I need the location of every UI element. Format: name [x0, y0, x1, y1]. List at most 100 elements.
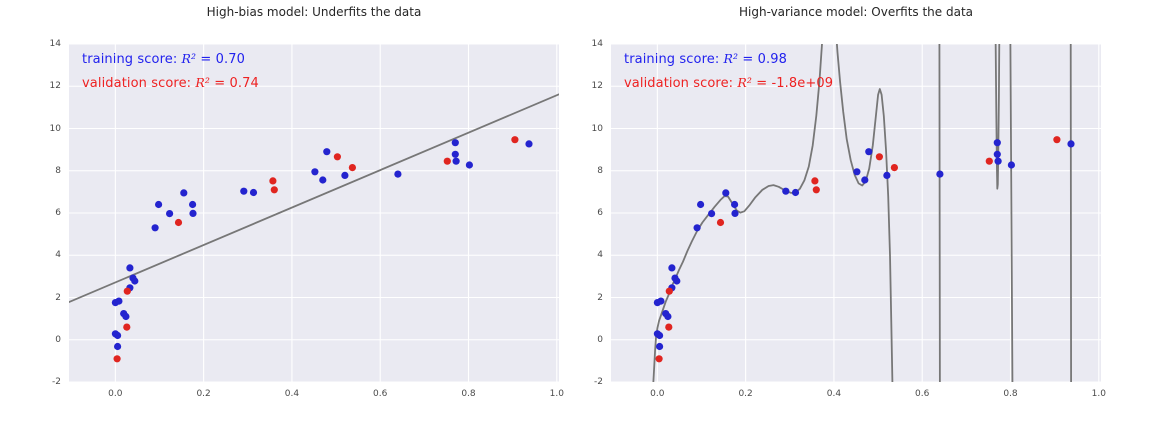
training-point [114, 342, 122, 351]
training-point [697, 200, 705, 209]
validation-point [716, 218, 725, 227]
training-score-prefix: training score: [624, 52, 724, 67]
training-point [656, 331, 664, 340]
training-score-value: = 0.70 [196, 52, 245, 67]
training-point [993, 150, 1001, 158]
training-point [1007, 161, 1015, 169]
training-point [657, 297, 665, 305]
y-tick-label: 10 [49, 123, 61, 134]
y-tick-label: 0 [55, 334, 61, 345]
validation-score-value: = -1.8e+09 [752, 76, 834, 91]
training-point [693, 224, 701, 232]
model-fit-curve [1009, 44, 1014, 382]
y-tick-label: 14 [49, 39, 61, 49]
y-tick-label: 4 [597, 250, 603, 261]
training-point [126, 264, 134, 272]
plot-title: High-bias model: Underfits the data [206, 5, 422, 19]
y-tick-label: 12 [49, 81, 61, 92]
validation-point [985, 157, 993, 165]
model-fit-curve [938, 44, 941, 382]
x-tick-label: 0.4 [284, 389, 300, 399]
y-tick-label: 12 [591, 81, 603, 92]
training-point [708, 210, 716, 218]
r-squared-symbol: R² [737, 75, 753, 90]
y-tick-label: 8 [597, 165, 603, 176]
training-point [166, 210, 174, 218]
y-tick-label: 2 [597, 292, 603, 303]
validation-point [269, 177, 277, 185]
r-squared-symbol: R² [181, 51, 197, 66]
y-tick-label: 14 [591, 39, 603, 49]
training-point [451, 150, 459, 158]
model-fit-curve [994, 44, 1001, 190]
validation-point [333, 153, 341, 161]
training-point [323, 148, 331, 156]
x-tick-label: 0.6 [915, 389, 930, 399]
validation-point [665, 323, 673, 331]
training-point [668, 264, 676, 272]
training-point [151, 224, 159, 232]
training-point [782, 187, 790, 195]
training-point [341, 171, 349, 179]
y-tick-label: 6 [55, 208, 61, 218]
x-tick-label: 0.8 [461, 389, 476, 399]
training-point [722, 189, 730, 197]
x-tick-label: 0.2 [738, 389, 753, 399]
validation-point [811, 177, 819, 185]
validation-point [443, 157, 451, 165]
r-squared-symbol: R² [195, 75, 211, 90]
validation-point [655, 355, 663, 363]
chart-svg [69, 44, 559, 382]
training-point [114, 331, 122, 340]
plot-high-bias: High-bias model: Underfits the data trai… [50, 0, 564, 432]
training-score-prefix: training score: [82, 52, 182, 67]
x-tick-label: 1.0 [549, 389, 564, 399]
training-point [452, 157, 460, 165]
validation-point [174, 218, 183, 227]
training-point [465, 161, 473, 169]
training-point [155, 200, 163, 209]
training-point [993, 139, 1001, 147]
training-point [673, 277, 681, 285]
training-point [936, 170, 944, 178]
x-tick-label: 1.0 [1091, 389, 1106, 399]
training-point [861, 176, 869, 184]
validation-point [123, 287, 131, 295]
training-point [525, 140, 533, 148]
validation-score-prefix: validation score: [624, 76, 738, 91]
validation-point [113, 355, 121, 363]
y-tick-label: 2 [55, 292, 61, 303]
training-point [451, 139, 459, 147]
validation-point [812, 186, 820, 194]
training-score-label: training score: R² = 0.70 [82, 51, 245, 67]
x-tick-label: 0.2 [196, 389, 211, 399]
training-point [994, 157, 1002, 165]
y-tick-label: 10 [591, 123, 603, 134]
x-tick-label: 0.0 [108, 389, 123, 399]
y-tick-label: 4 [55, 250, 61, 261]
training-point [664, 312, 672, 321]
plot-canvas: training score: R² = 0.70 validation sco… [69, 44, 559, 382]
y-tick-label: 0 [597, 334, 603, 345]
training-point [319, 176, 327, 184]
training-point [240, 187, 248, 195]
plot-canvas: training score: R² = 0.98 validation sco… [611, 44, 1101, 382]
training-point [394, 170, 402, 178]
validation-score-value: = 0.74 [210, 76, 259, 91]
validation-point [348, 164, 356, 172]
chart-svg [611, 44, 1101, 382]
x-tick-label: 0.6 [373, 389, 388, 399]
validation-point [890, 164, 898, 172]
training-score-label: training score: R² = 0.98 [624, 51, 787, 67]
training-point [656, 342, 664, 351]
training-point [883, 171, 891, 179]
training-point [189, 209, 197, 217]
validation-score-label: validation score: R² = -1.8e+09 [624, 75, 833, 91]
training-point [115, 297, 123, 305]
validation-point [123, 323, 131, 331]
x-tick-label: 0.8 [1003, 389, 1018, 399]
plot-title: High-variance model: Overfits the data [738, 5, 974, 19]
x-tick-label: 0.4 [826, 389, 842, 399]
validation-score-prefix: validation score: [82, 76, 196, 91]
